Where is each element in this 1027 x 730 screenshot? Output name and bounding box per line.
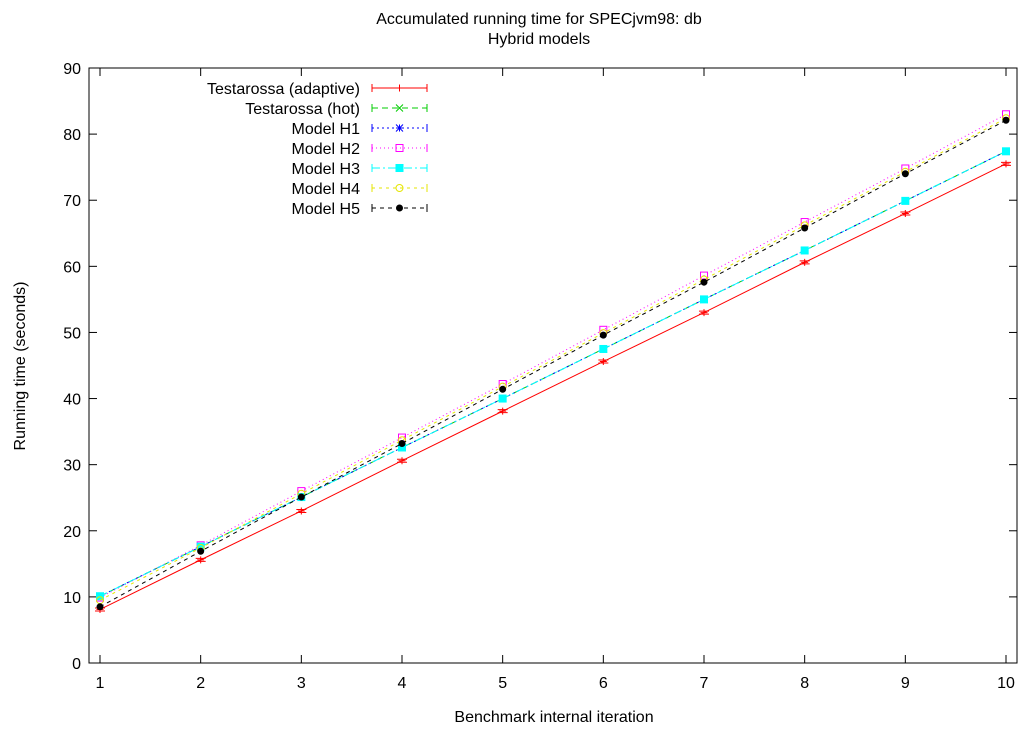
y-tick-label: 20 [63,524,81,541]
legend-label: Model H3 [292,161,361,178]
legend-label: Model H2 [292,141,361,158]
axis-ticks: 0 10 20 30 40 50 60 70 80 90 1 2 3 4 5 6 7 8 9 10 [63,61,1017,692]
data-point [197,547,205,555]
legend-label: Model H4 [292,181,361,198]
legend-marker [395,184,404,192]
x-tick-label: 10 [997,675,1015,692]
y-tick-label: 70 [63,193,81,210]
legend-label: Testarossa (hot) [245,101,360,118]
legend-marker [396,204,403,212]
series-1 [96,147,1010,601]
data-point [901,209,909,217]
series-3 [96,110,1010,602]
y-tick-label: 90 [63,61,81,78]
data-point [297,493,305,501]
x-tick-label: 5 [498,675,507,692]
legend-marker [395,104,404,112]
x-tick-label: 3 [297,675,306,692]
series-0 [95,160,1011,613]
legend-label: Testarossa (adaptive) [207,81,360,98]
y-tick-label: 80 [63,127,81,144]
series-line [99,163,1007,610]
series-layer [95,110,1011,613]
data-point [1002,116,1010,124]
x-tick-label: 9 [901,675,910,692]
legend-entry: Model H2 [292,141,428,158]
x-tick-label: 6 [599,675,608,692]
data-point [498,394,507,403]
data-point [499,385,507,393]
data-point [1002,147,1010,156]
data-point [801,258,809,266]
legend-entry: Model H5 [292,201,428,218]
data-point [197,556,205,564]
series-line [99,150,1007,597]
data-point [901,196,910,205]
legend: Testarossa (adaptive) Testarossa (hot) Mod… [207,81,428,218]
legend-entry: Model H3 [292,161,428,178]
x-tick-label: 1 [96,675,105,692]
x-tick-label: 8 [800,675,809,692]
y-axis-label: Running time (seconds) [12,282,29,451]
plot-frame [88,67,1018,664]
data-point [297,507,305,515]
y-tick-label: 30 [63,458,81,475]
data-point [599,358,607,366]
data-point [1002,160,1010,168]
legend-entry: Testarossa (hot) [245,101,428,118]
legend-label: Model H1 [292,121,361,138]
legend-marker [395,124,404,132]
x-tick-label: 7 [700,675,709,692]
legend-marker [395,164,404,172]
x-tick-label: 4 [398,675,407,692]
data-point [800,246,809,255]
data-point [398,457,406,465]
data-point [398,440,406,448]
chart-title: Accumulated running time for SPECjvm98: … [376,11,702,28]
legend-label: Model H5 [292,201,361,218]
data-point [700,278,708,286]
data-point [700,295,708,304]
legend-marker [396,84,403,92]
series-line [99,119,1007,608]
chart-subtitle: Hybrid models [488,31,590,48]
legend-entry: Model H1 [292,121,428,138]
series-line [99,113,1007,598]
data-point [96,603,104,611]
data-point [801,224,809,232]
legend-entry: Testarossa (adaptive) [207,81,428,98]
data-point [700,309,708,317]
series-line [99,117,1007,601]
y-tick-label: 10 [63,590,81,607]
data-point [901,170,909,178]
y-tick-label: 60 [63,259,81,276]
data-point [499,407,507,415]
y-tick-label: 40 [63,392,81,409]
data-point [599,331,607,339]
legend-marker [395,144,404,152]
data-point [599,344,608,353]
y-tick-label: 50 [63,325,81,342]
x-axis-label: Benchmark internal iteration [454,709,653,726]
y-tick-label: 0 [72,656,81,673]
legend-entry: Model H4 [292,181,428,198]
x-tick-label: 2 [196,675,205,692]
series-6 [96,116,1010,611]
